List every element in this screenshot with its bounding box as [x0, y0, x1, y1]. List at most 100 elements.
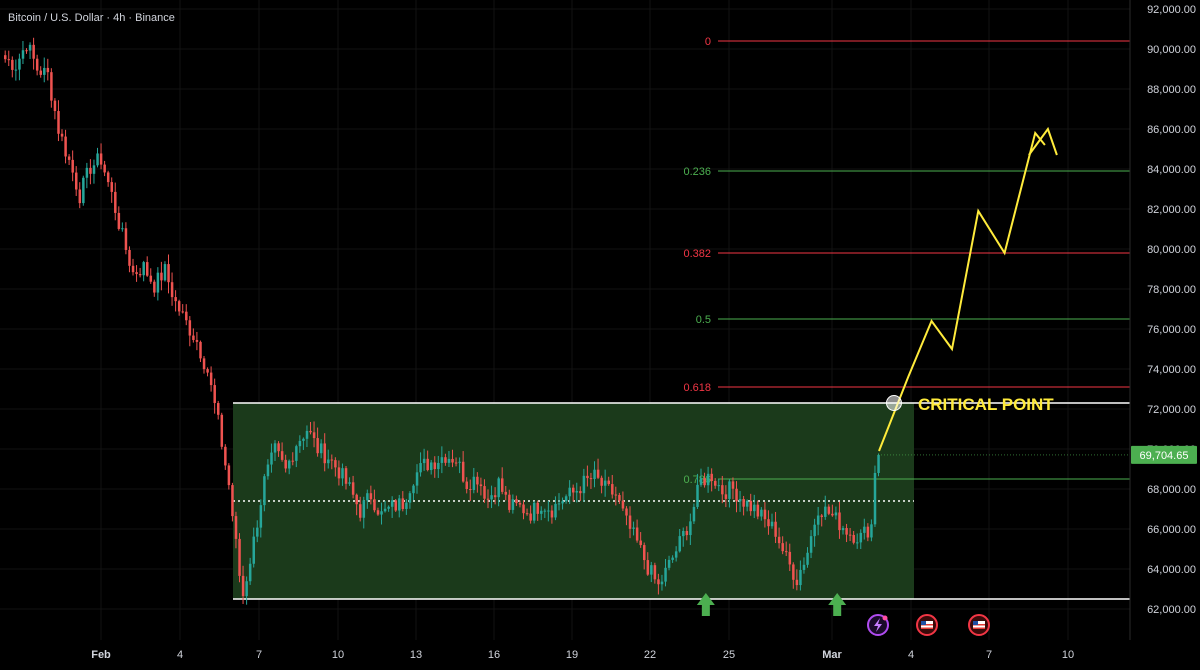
time-tick-label: 16 — [488, 649, 500, 661]
candle-body — [259, 505, 263, 528]
candle-body — [124, 228, 128, 250]
time-tick-label: 7 — [986, 649, 992, 661]
candle-body — [824, 506, 827, 517]
candle-body — [554, 503, 557, 518]
price-tick-label: 66,000.00 — [1147, 524, 1196, 536]
candle-body — [383, 508, 387, 512]
candle-body — [227, 465, 231, 486]
time-axis[interactable]: Feb 4 7 10 13 16 19 22 25 Mar 4 7 10 — [91, 649, 1074, 661]
candle-body — [614, 494, 618, 496]
candle-body — [603, 480, 607, 486]
time-tick-label: 4 — [908, 649, 914, 661]
candle-body — [39, 70, 42, 75]
candle-body — [185, 311, 188, 321]
candle-body — [738, 498, 742, 502]
candle-body — [870, 524, 873, 538]
candle-body — [529, 513, 532, 521]
candle-body — [621, 500, 625, 509]
candle-body — [816, 515, 820, 525]
candle-body — [316, 438, 319, 454]
candle-body — [639, 540, 642, 546]
candle-body — [50, 72, 53, 101]
candle-body — [792, 564, 795, 580]
candle-body — [877, 454, 880, 473]
candle-body — [522, 504, 525, 514]
price-tick-label: 92,000.00 — [1147, 4, 1196, 16]
candle-body — [437, 462, 440, 470]
price-tick-label: 74,000.00 — [1147, 364, 1196, 376]
candle-body — [373, 499, 376, 511]
candle-body — [550, 510, 554, 518]
candle-body — [710, 473, 713, 481]
candle-body — [760, 509, 763, 517]
candle-body — [231, 485, 234, 517]
price-tick-label: 72,000.00 — [1147, 404, 1196, 416]
candle-body — [650, 565, 653, 575]
price-tick-label: 86,000.00 — [1147, 124, 1196, 136]
candle-body — [82, 177, 85, 204]
candle-body — [206, 369, 209, 373]
candle-body — [848, 534, 852, 536]
candle-body — [128, 249, 131, 266]
candle-body — [135, 272, 138, 275]
time-tick-label: 25 — [723, 649, 735, 661]
candle-body — [476, 476, 479, 485]
candle-body — [376, 510, 380, 515]
candle-body — [319, 443, 323, 454]
candle-body — [717, 485, 721, 487]
candle-body — [53, 100, 57, 112]
candle-body — [195, 339, 199, 342]
candle-body — [483, 486, 486, 499]
critical-point-marker[interactable] — [886, 395, 902, 411]
candle-body — [667, 559, 671, 568]
candle-body — [302, 438, 305, 441]
candle-body — [96, 153, 99, 166]
candle-body — [777, 536, 781, 544]
candle-body — [770, 521, 774, 527]
current-price-text: 69,704.65 — [1140, 450, 1189, 462]
candle-body — [103, 164, 106, 173]
candle-body — [4, 55, 7, 60]
candle-body — [390, 500, 394, 507]
candle-body — [64, 136, 67, 157]
candle-body — [359, 504, 362, 518]
flag-stripe — [973, 627, 985, 629]
candle-body — [14, 69, 18, 71]
candle-body — [337, 467, 341, 479]
up-arrow-marker — [828, 593, 847, 616]
candle-body — [209, 372, 213, 386]
candle-body — [121, 228, 124, 230]
candle-body — [224, 446, 227, 466]
candle-body — [834, 512, 838, 516]
candle-body — [497, 478, 500, 498]
candle-body — [67, 156, 71, 160]
candle-body — [163, 264, 167, 281]
candle-body — [153, 281, 156, 293]
price-tick-label: 84,000.00 — [1147, 164, 1196, 176]
fib-level-label: 0.382 — [683, 248, 711, 260]
candle-body — [735, 488, 738, 502]
candle-body — [508, 494, 511, 510]
candle-body — [355, 494, 358, 505]
candle-body — [628, 515, 632, 529]
candle-body — [138, 274, 142, 276]
candle-body — [110, 182, 113, 192]
candle-body — [362, 500, 366, 518]
candle-body — [653, 565, 657, 580]
candle-body — [21, 50, 25, 59]
candle-body — [856, 542, 859, 544]
candle-body — [682, 531, 685, 537]
candle-body — [327, 459, 330, 464]
candle-body — [387, 506, 390, 509]
candle-body — [99, 153, 103, 165]
candle-body — [57, 111, 60, 134]
flag-canton — [973, 621, 978, 625]
candle-body — [60, 133, 64, 137]
candle-body — [142, 262, 145, 276]
candle-body — [600, 477, 603, 486]
candle-body — [334, 460, 337, 468]
candle-body — [664, 567, 667, 582]
candle-body — [330, 459, 334, 461]
candle-body — [234, 516, 238, 539]
